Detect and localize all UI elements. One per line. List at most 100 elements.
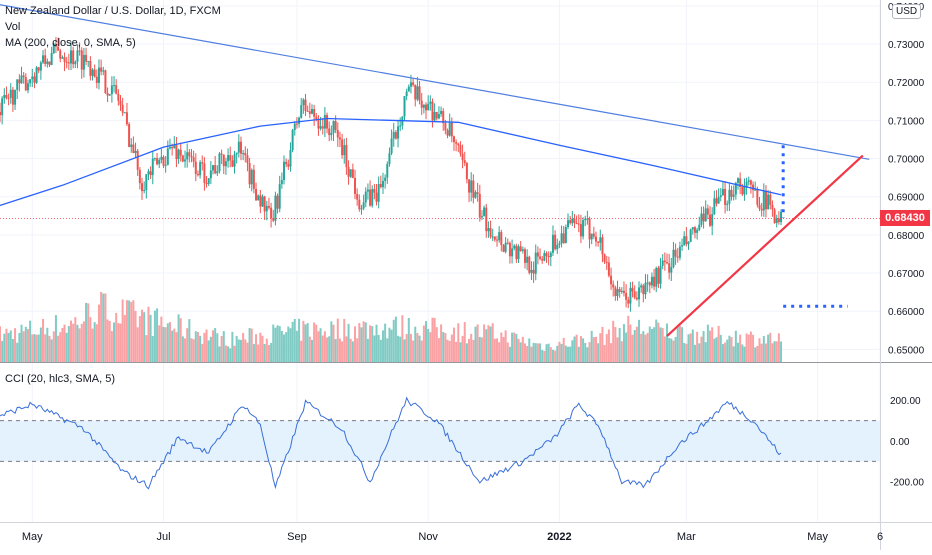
volume-bar <box>231 331 234 362</box>
time-tick-label: May <box>22 531 43 543</box>
volume-bar <box>569 346 572 362</box>
volume-bar <box>190 338 193 362</box>
volume-bar <box>597 343 600 362</box>
candle-body <box>452 136 455 143</box>
candle-body <box>287 164 290 167</box>
candle-body <box>491 236 494 238</box>
volume-bar <box>472 339 475 362</box>
candle-body <box>502 245 505 252</box>
volume-bar <box>582 338 585 362</box>
candle-body <box>528 256 531 273</box>
candle-body <box>569 220 572 224</box>
candle-body <box>336 130 339 138</box>
volume-bar <box>173 328 176 362</box>
volume-bar <box>425 321 428 362</box>
volume-bar <box>267 345 270 362</box>
candle-body <box>278 184 281 209</box>
volume-bar <box>625 332 628 362</box>
time-tick-label: Sep <box>287 531 307 543</box>
candle-body <box>261 196 264 207</box>
candle-body <box>354 178 357 194</box>
candle-body <box>681 245 684 247</box>
volume-bar <box>560 343 563 362</box>
volume-bar <box>201 343 204 362</box>
candle-body <box>134 150 137 153</box>
volume-bar <box>153 310 156 362</box>
cci-tick-label: -200.00 <box>890 478 924 489</box>
candle-body <box>534 252 537 274</box>
candle-body <box>678 246 681 258</box>
candle-body <box>521 249 524 251</box>
candle-body <box>431 101 434 121</box>
volume-bar <box>444 333 447 362</box>
candle-body <box>117 93 120 101</box>
candle-body <box>743 187 746 195</box>
candle-body <box>780 211 783 223</box>
volume-bar <box>24 326 27 362</box>
volume-bar <box>631 334 634 362</box>
volume-bar <box>54 315 57 362</box>
candle-body <box>291 130 294 151</box>
cci-tick-label: 200.00 <box>890 396 921 407</box>
candle-body <box>547 255 550 258</box>
time-tick-label: Mar <box>677 531 696 543</box>
volume-bar <box>46 327 49 362</box>
candle-body <box>614 287 617 297</box>
candle-body <box>231 160 234 167</box>
volume-bar <box>317 331 320 362</box>
candle-body <box>20 75 23 84</box>
volume-bar <box>521 336 524 362</box>
candle-body <box>702 213 705 222</box>
volume-bar <box>562 337 565 362</box>
volume-bar <box>773 341 776 362</box>
volume-bar <box>74 317 77 362</box>
candle-body <box>418 86 421 101</box>
volume-bar <box>11 338 14 362</box>
candle-body <box>496 239 499 241</box>
volume-bar <box>657 322 660 362</box>
volume-bar <box>437 338 440 362</box>
volume-bar <box>573 336 576 362</box>
volume-bar <box>730 337 733 362</box>
volume-bar <box>235 335 238 362</box>
volume-bar <box>39 327 42 362</box>
candle-body <box>756 189 759 205</box>
volume-bar <box>523 343 526 362</box>
volume-bar <box>298 318 301 362</box>
candle-body <box>700 213 703 225</box>
candle-body <box>771 204 774 210</box>
candle-body <box>54 43 57 47</box>
support-trendline <box>666 154 864 337</box>
volume-bar <box>20 324 23 362</box>
volume-bar <box>532 342 535 362</box>
candle-body <box>485 207 488 232</box>
volume-bar <box>607 329 610 362</box>
candle-body <box>698 224 701 230</box>
candle-body <box>601 237 604 255</box>
volume-bar <box>218 346 221 362</box>
volume-bar <box>300 340 303 362</box>
candle-body <box>244 153 247 156</box>
volume-bar <box>775 341 778 362</box>
volume-bar <box>567 346 570 362</box>
resistance-trendline <box>0 4 870 160</box>
volume-bar <box>622 324 625 362</box>
volume-bar <box>564 345 567 362</box>
volume-bar <box>771 343 774 362</box>
candle-body <box>663 260 666 263</box>
volume-bar <box>78 328 81 362</box>
currency-badge[interactable]: USD <box>892 4 922 19</box>
volume-bar <box>347 323 350 362</box>
volume-bar <box>616 337 619 362</box>
volume-bar <box>113 322 116 362</box>
volume-bar <box>323 331 326 362</box>
candle-body <box>369 189 372 206</box>
volume-bar <box>496 338 499 362</box>
candle-body <box>123 112 126 114</box>
volume-bar <box>57 335 60 362</box>
volume-bar <box>315 324 318 362</box>
volume-bar <box>547 343 550 362</box>
volume-bar <box>252 344 255 362</box>
volume-bar <box>203 332 206 362</box>
